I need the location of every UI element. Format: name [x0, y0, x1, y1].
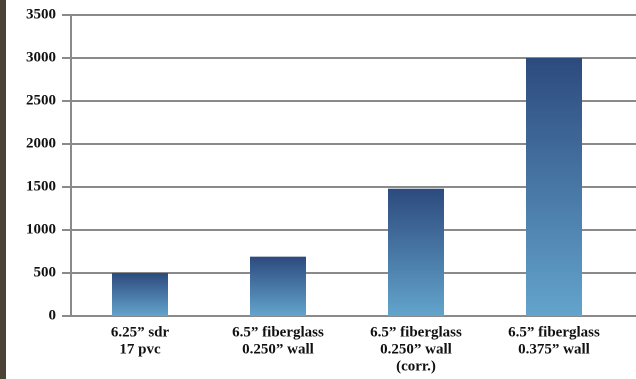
y-tick-label: 1500 — [26, 178, 56, 194]
bar — [112, 273, 168, 316]
x-tick-label: 6.5” fiberglass — [232, 324, 324, 340]
y-tick-label: 500 — [34, 264, 57, 280]
x-tick-label: 0.250” wall — [380, 341, 452, 357]
y-tick-label: 2000 — [26, 135, 56, 151]
x-tick-label: 0.375” wall — [518, 341, 590, 357]
x-tick-label: (corr.) — [396, 358, 436, 374]
y-tick-label: 3500 — [26, 6, 56, 22]
bar — [526, 58, 582, 316]
x-tick-label: 0.250” wall — [242, 341, 314, 357]
y-tick-label: 0 — [49, 307, 57, 323]
x-tick-label: 6.5” fiberglass — [508, 324, 600, 340]
y-tick-label: 1000 — [26, 221, 56, 237]
y-tick-label: 3000 — [26, 49, 56, 65]
x-tick-label: 17 pvc — [119, 341, 161, 357]
bar — [388, 188, 444, 316]
y-tick-label: 2500 — [26, 92, 56, 108]
x-tick-label: 6.25” sdr — [111, 324, 170, 340]
x-tick-label: 6.5” fiberglass — [370, 324, 462, 340]
bar — [250, 256, 306, 316]
photo-edge — [0, 0, 6, 379]
